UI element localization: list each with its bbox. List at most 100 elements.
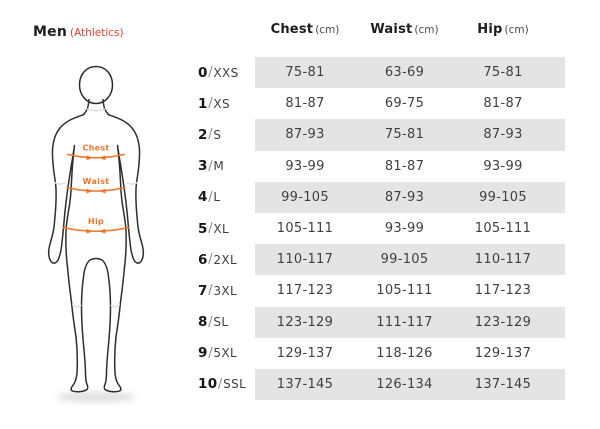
waist-header-label: Waist: [370, 22, 413, 37]
hip-value-cell: 137-145: [454, 368, 565, 401]
collar-crease: [86, 108, 106, 112]
chest-header-label: Chest: [270, 22, 314, 37]
knee-crease-right: [110, 304, 121, 308]
size-label-cell: 3/M: [195, 150, 255, 182]
waist-value-cell: 118-126: [376, 345, 433, 361]
size-suffix: 2XL: [213, 252, 238, 267]
hip-value-cell: 110-117: [454, 244, 565, 276]
elbow-crease-right: [126, 181, 139, 185]
neck-right-line: [102, 98, 110, 116]
size-separator: /: [208, 127, 213, 143]
elbow-crease-left: [53, 181, 66, 185]
size-number: 7: [198, 282, 208, 299]
knee-crease-left: [71, 304, 82, 308]
size-separator: /: [208, 252, 213, 268]
size-suffix: S: [213, 127, 222, 142]
size-label-cell: 8/SL: [195, 306, 255, 338]
size-number: 5: [198, 220, 208, 237]
waist-value-cell: 63-69: [355, 57, 454, 89]
waist-measure-arrow: [66, 186, 126, 192]
size-label-cell: 9/5XL: [195, 337, 255, 369]
chest-header-unit: (cm): [315, 24, 340, 36]
waist-value-cell: 81-87: [384, 158, 425, 174]
size-label-cell: 0/XXS: [195, 57, 255, 89]
column-header-chest: Chest (cm): [255, 22, 355, 37]
size-number: 1: [198, 95, 208, 112]
waist-value-cell: 111-117: [355, 306, 454, 338]
table-header-row: Chest (cm) Waist (cm) Hip (cm): [255, 22, 565, 37]
size-separator: /: [208, 158, 213, 174]
size-table: 0/XXS 75-81 63-69 75-81 1/XS 81-87 69-75 81-87 2…: [195, 57, 565, 401]
size-number: 3: [198, 158, 208, 175]
hip-measure-label: Hip: [88, 217, 104, 226]
size-number: 2: [198, 126, 208, 143]
size-separator: /: [208, 189, 213, 205]
hip-value-cell: 117-123: [474, 283, 532, 299]
hip-header-unit: (cm): [504, 24, 529, 36]
body-outline: [47, 113, 145, 393]
chest-value-cell: 75-81: [255, 57, 355, 89]
chest-value-cell: 129-137: [276, 345, 334, 361]
chest-value-cell: 93-99: [285, 158, 325, 174]
hip-value-cell: 123-129: [454, 306, 565, 338]
size-suffix: SL: [213, 315, 229, 330]
chest-measure-arrow: [67, 153, 125, 159]
size-label-cell: 7/3XL: [195, 275, 255, 307]
size-separator: /: [217, 376, 223, 392]
hip-header-label: Hip: [477, 22, 503, 37]
size-label-cell: 5/XL: [195, 212, 255, 245]
hip-value-cell: 93-99: [483, 158, 523, 174]
size-separator: /: [208, 345, 213, 361]
hip-value-cell: 99-105: [454, 181, 565, 213]
waist-value-cell: 93-99: [384, 221, 425, 237]
size-suffix: 3XL: [213, 283, 238, 298]
waist-header-unit: (cm): [414, 24, 439, 36]
size-label-cell: 2/S: [195, 119, 255, 151]
chest-value-cell: 81-87: [285, 96, 325, 112]
size-separator: /: [208, 96, 213, 112]
chest-arrowhead-right: [99, 155, 106, 161]
chest-value-cell: 99-105: [255, 181, 355, 213]
hip-value-cell: 129-137: [474, 345, 532, 361]
size-number: 8: [198, 314, 208, 331]
size-label-cell: 6/2XL: [195, 244, 255, 276]
head-outline: [78, 65, 114, 105]
hip-measure-arrow: [62, 226, 130, 233]
chest-value-cell: 105-111: [276, 221, 334, 237]
hip-value-cell: 87-93: [454, 119, 565, 151]
waist-arrowhead-right: [99, 188, 106, 194]
chest-value-cell: 110-117: [255, 244, 355, 276]
chest-value-cell: 87-93: [255, 119, 355, 151]
body-diagram: Chest Waist Hip: [30, 55, 162, 429]
hip-value-cell: 81-87: [483, 96, 523, 112]
column-header-waist: Waist (cm): [355, 22, 454, 37]
column-header-hip: Hip (cm): [454, 22, 565, 37]
waist-measure-label: Waist: [83, 177, 110, 186]
size-suffix: 5XL: [213, 346, 238, 361]
size-number: 0: [198, 64, 208, 81]
size-label-cell: 1/XS: [195, 88, 255, 120]
size-suffix: XXS: [213, 65, 239, 80]
body-diagram-svg: Chest Waist Hip: [47, 65, 145, 403]
chest-value-cell: 123-129: [255, 306, 355, 338]
chest-arrowhead-left: [86, 155, 93, 161]
waist-value-cell: 69-75: [384, 96, 425, 112]
waist-value-cell: 105-111: [376, 283, 433, 299]
waist-value-cell: 75-81: [355, 119, 454, 151]
hip-arrowhead-right: [99, 228, 106, 234]
title-gender: Men: [33, 24, 67, 40]
floor-shadow: [56, 391, 136, 403]
size-number: 9: [198, 345, 208, 362]
size-label-cell: 4/L: [195, 181, 255, 213]
size-label-cell: 10/SSL: [195, 368, 255, 401]
size-separator: /: [208, 314, 213, 330]
size-suffix: XL: [213, 221, 230, 236]
waist-value-cell: 126-134: [355, 368, 454, 401]
size-number: 10: [198, 376, 218, 393]
size-suffix: M: [213, 159, 225, 174]
chest-value-cell: 137-145: [255, 368, 355, 401]
chest-value-cell: 117-123: [276, 283, 334, 299]
waist-value-cell: 87-93: [355, 181, 454, 213]
title-category: (Athletics): [70, 27, 124, 39]
